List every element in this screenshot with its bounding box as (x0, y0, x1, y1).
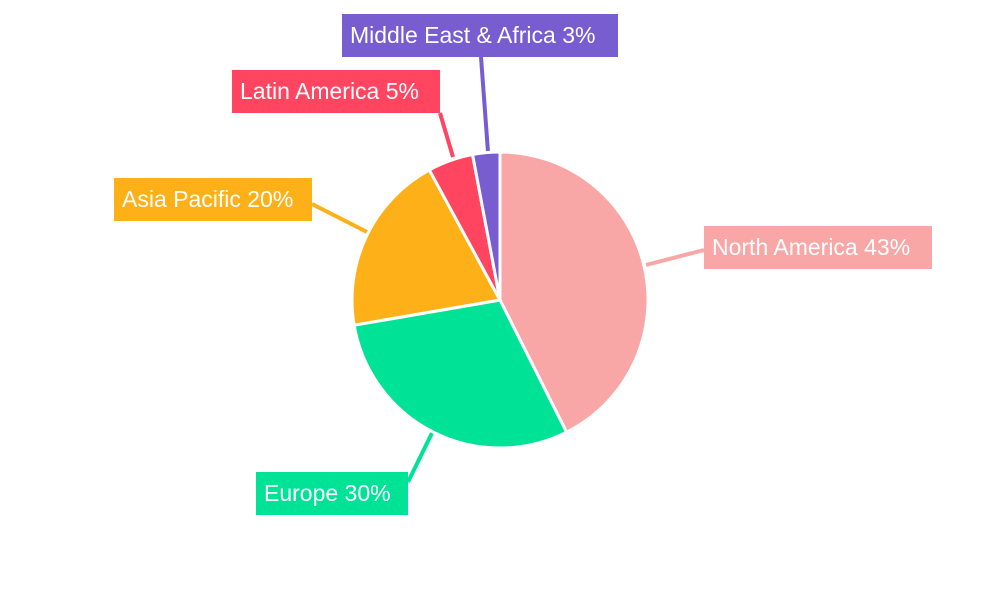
pie-slice-middle-east-africa (470, 150, 502, 301)
pie-slice-north-america (498, 150, 650, 435)
leader-line-4 (479, 56, 490, 153)
pie-slice-asia-pacific (350, 167, 503, 327)
leader-line-3 (438, 112, 455, 158)
leader-line-0 (645, 248, 705, 267)
label-europe: Europe 30% (256, 472, 408, 515)
label-north-america: North America 43% (704, 226, 932, 269)
label-asia-pacific: Asia Pacific 20% (114, 178, 312, 221)
label-middle-east-africa: Middle East & Africa 3% (342, 14, 618, 57)
leader-line-1 (406, 432, 434, 483)
label-latin-america: Latin America 5% (232, 70, 440, 113)
leader-line-2 (311, 202, 368, 234)
pie-slice-europe (352, 298, 569, 450)
